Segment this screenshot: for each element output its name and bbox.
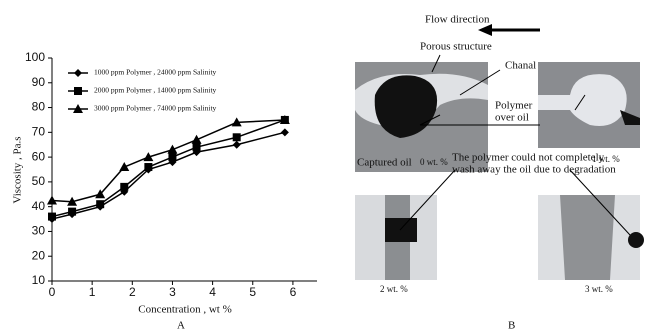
marker <box>231 117 242 127</box>
annotation-lines <box>399 54 631 236</box>
series-line <box>51 131 286 220</box>
caption: 1 wt. % <box>592 154 620 164</box>
marker <box>191 134 202 144</box>
marker <box>168 153 177 162</box>
annotation: wash away the oil due to degradation <box>452 164 616 176</box>
x-tick-label: 2 <box>129 285 136 299</box>
marker <box>47 195 57 205</box>
x-tick-label: 4 <box>209 285 216 299</box>
oil <box>628 232 644 248</box>
annotation: Porous structure <box>420 41 492 53</box>
annotation: The polymer could not completely <box>452 152 605 164</box>
pore <box>355 195 437 280</box>
y-tick-label: 70 <box>32 125 46 139</box>
annotation: over oil <box>495 112 529 124</box>
marker <box>119 162 130 172</box>
x-tick-label: 5 <box>249 285 256 299</box>
marker <box>68 207 77 216</box>
x-tick-label: 1 <box>89 285 96 299</box>
marker <box>96 200 105 209</box>
marker <box>95 189 106 199</box>
caption: 2 wt. % <box>380 284 408 294</box>
x-axis-label: Concentration , wt % <box>138 304 231 316</box>
y-axis-label: Viscosity , Pa.s <box>12 136 24 203</box>
x-tick-label: 6 <box>290 285 297 299</box>
legend-label: 2000 ppm Polymer , 14000 ppm Salinity <box>94 86 217 95</box>
series-line <box>51 119 286 218</box>
marker <box>192 143 201 152</box>
legend-label: 3000 ppm Polymer , 74000 ppm Salinity <box>94 104 217 113</box>
marker <box>232 133 241 142</box>
x-tick-label: 0 <box>49 285 56 299</box>
panel-label: A <box>177 320 185 332</box>
marker <box>167 144 178 154</box>
pore <box>538 195 640 280</box>
y-tick-label: 80 <box>32 100 46 114</box>
caption: 3 wt. % <box>585 284 613 294</box>
y-tick-label: 10 <box>32 273 46 287</box>
caption: 0 wt. % <box>420 157 448 167</box>
annotation: Polymer <box>495 100 533 112</box>
annotation: Chanal <box>505 60 536 72</box>
marker <box>48 212 56 221</box>
marker <box>144 163 153 172</box>
legend-label: 1000 ppm Polymer , 24000 ppm Salinity <box>94 68 217 77</box>
micrographs <box>355 62 644 280</box>
y-tick-label: 20 <box>32 248 46 262</box>
panel-label: B <box>508 320 515 332</box>
y-tick-label: 50 <box>32 174 46 188</box>
flow-label: Flow direction <box>425 14 490 26</box>
x-tick-label: 3 <box>169 285 176 299</box>
oil <box>620 110 640 125</box>
marker <box>280 128 289 137</box>
y-tick-label: 40 <box>32 199 46 213</box>
y-tick-label: 100 <box>25 50 45 64</box>
marker <box>67 196 78 206</box>
y-tick-label: 90 <box>32 75 46 89</box>
oil <box>374 75 438 138</box>
marker <box>120 182 129 191</box>
y-tick-label: 30 <box>32 224 46 238</box>
marker <box>73 104 83 113</box>
marker <box>279 114 290 124</box>
marker <box>143 152 154 162</box>
oil <box>385 218 417 242</box>
marker <box>74 87 82 95</box>
flow-arrow-head <box>478 24 492 36</box>
marker <box>232 140 241 149</box>
y-tick-label: 60 <box>32 149 46 163</box>
annotation: Captured oil <box>357 157 412 169</box>
pore <box>538 74 627 126</box>
marker <box>74 69 82 77</box>
